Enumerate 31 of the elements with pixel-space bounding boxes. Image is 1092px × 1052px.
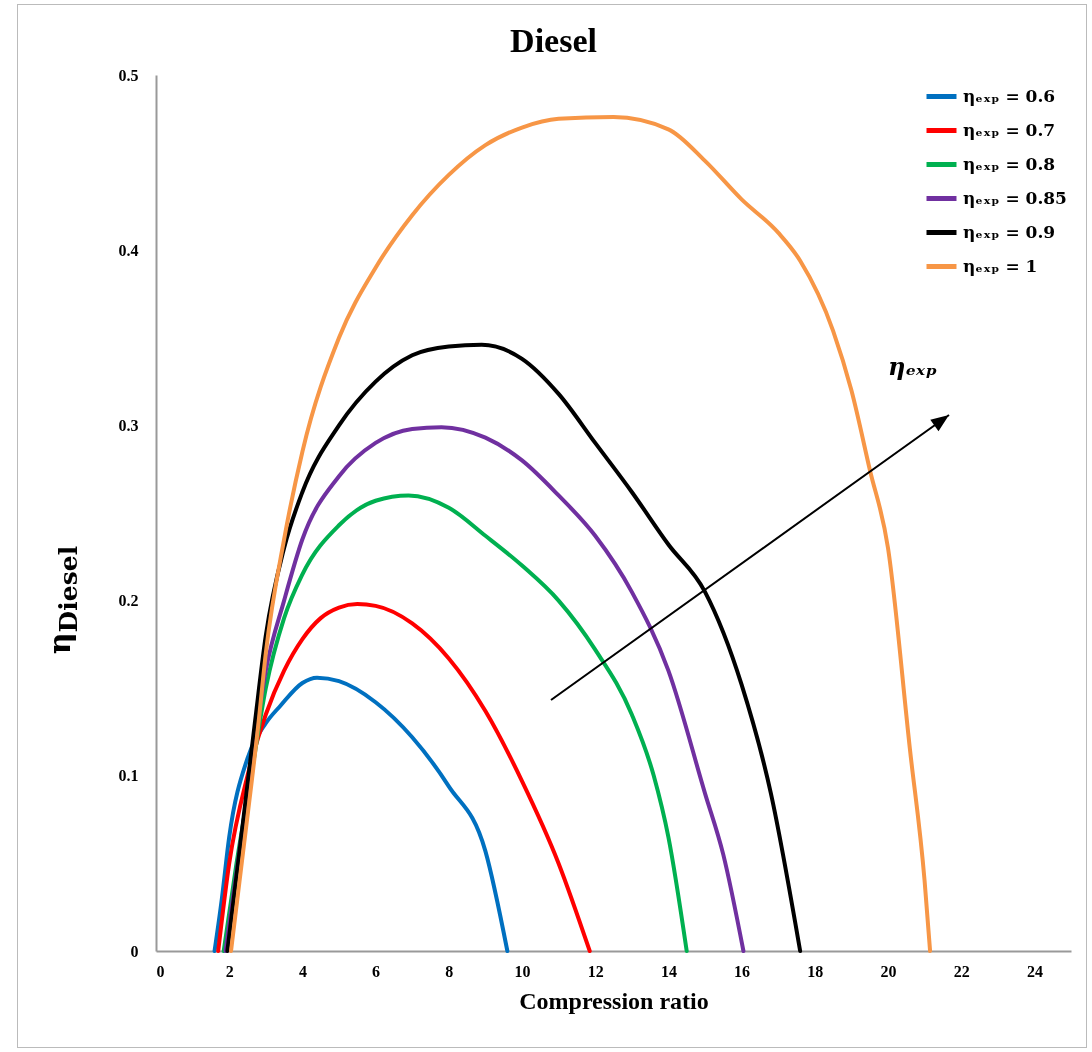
x-tick-label: 20 <box>880 962 897 980</box>
y-tick-label: 0.4 <box>118 241 139 259</box>
line-series <box>225 342 803 953</box>
y-tick-label: 0.2 <box>118 592 139 610</box>
chart-title: Diesel <box>510 22 597 59</box>
legend-label: ηₑₓₚ = 0.7 <box>963 119 1056 140</box>
y-tick-label: 0 <box>130 942 139 960</box>
legend-label: ηₑₓₚ = 1 <box>963 255 1038 276</box>
legend-label: ηₑₓₚ = 0.9 <box>963 221 1056 242</box>
legend-label: ηₑₓₚ = 0.85 <box>963 187 1067 208</box>
x-tick-label: 16 <box>734 962 751 980</box>
x-tick-label: 0 <box>156 962 165 980</box>
x-tick-label: 4 <box>298 962 307 980</box>
x-tick-label: 12 <box>587 962 604 980</box>
x-tick-label: 8 <box>445 962 454 980</box>
x-axis-title: Compression ratio <box>519 987 709 1014</box>
x-tick-label: 18 <box>807 962 824 980</box>
x-tick-label: 24 <box>1026 962 1043 980</box>
line-series <box>216 602 592 953</box>
x-tick-label: 14 <box>660 962 677 980</box>
annotation: ηₑₓₚ <box>888 352 938 381</box>
y-tick-label: 0.5 <box>118 66 139 84</box>
y-tick-label: 0.3 <box>118 416 139 434</box>
x-tick-label: 2 <box>225 962 234 980</box>
x-tick-label: 22 <box>953 962 970 980</box>
y-tick-label: 0.1 <box>118 767 139 785</box>
legend-label: ηₑₓₚ = 0.8 <box>963 153 1056 174</box>
line-series <box>212 675 510 953</box>
x-tick-label: 10 <box>514 962 531 980</box>
x-tick-label: 6 <box>372 962 381 980</box>
legend-label: ηₑₓₚ = 0.6 <box>963 85 1056 106</box>
